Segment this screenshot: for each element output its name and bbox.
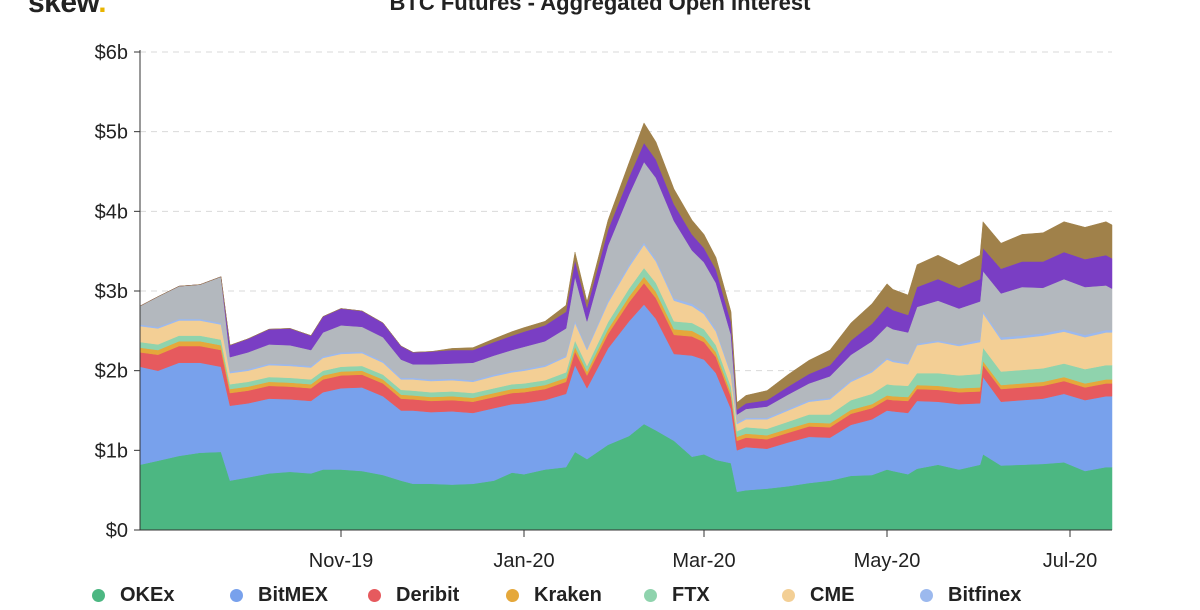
legend-item-bitmex[interactable]: BitMEX (230, 584, 368, 607)
legend-label: Kraken (534, 584, 602, 606)
x-tick-label: Nov-19 (309, 550, 373, 572)
area-series-10 (139, 122, 1113, 411)
y-tick-label: $1b (95, 440, 128, 462)
x-axis-ticks: Nov-19 Jan-20 Mar-20 May-20 Jul-20 (309, 530, 1097, 572)
legend-label: CME (810, 584, 855, 606)
legend-item-deribit[interactable]: Deribit (368, 584, 506, 607)
legend-label: Bitfinex (948, 584, 1022, 606)
legend-label: BitMEX (258, 584, 328, 606)
chart-canvas: $0 $1b $2b $3b $4b $5b $6b Nov-19 Jan-20 Mar-20 M… (95, 42, 1113, 572)
legend-item-kraken[interactable]: Kraken (506, 584, 644, 607)
y-tick-label: $5b (95, 122, 128, 144)
y-tick-label: $4b (95, 201, 128, 223)
legend-marker (230, 589, 243, 602)
legend: OKEx BitMEX Deribit Kraken FTX CME Bitfinex (92, 584, 1058, 607)
y-tick-label: $3b (95, 281, 128, 303)
x-tick-label: Jan-20 (493, 550, 554, 572)
stacked-areas (139, 122, 1113, 531)
skew-logo: skew. (28, 0, 107, 19)
y-tick-label: $0 (106, 520, 128, 542)
x-tick-label: Jul-20 (1043, 550, 1097, 572)
legend-item-ftx[interactable]: FTX (644, 584, 782, 607)
legend-item-okex[interactable]: OKEx (92, 584, 230, 607)
legend-marker (92, 589, 105, 602)
legend-label: FTX (672, 584, 710, 606)
x-tick-label: May-20 (854, 550, 921, 572)
legend-label: OKEx (120, 584, 175, 606)
x-tick-label: Mar-20 (672, 550, 735, 572)
legend-item-bitfinex[interactable]: Bitfinex (920, 584, 1058, 607)
y-tick-label: $6b (95, 42, 128, 64)
legend-marker (782, 589, 795, 602)
legend-item-cme[interactable]: CME (782, 584, 920, 607)
legend-marker (920, 589, 933, 602)
legend-marker (368, 589, 381, 602)
y-tick-label: $2b (95, 361, 128, 383)
legend-label: Deribit (396, 584, 460, 606)
y-axis-ticks: $0 $1b $2b $3b $4b $5b $6b (95, 42, 140, 542)
legend-marker (644, 589, 657, 602)
legend-marker (506, 589, 519, 602)
chart-title: BTC Futures - Aggregated Open Interest (389, 0, 811, 15)
